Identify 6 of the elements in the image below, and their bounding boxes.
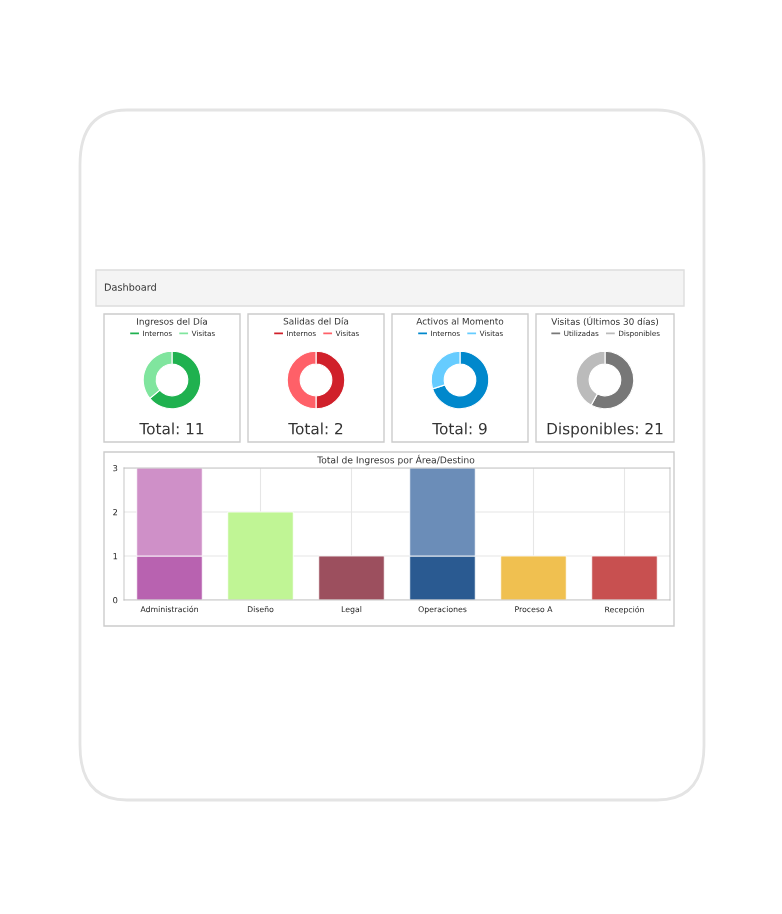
donut-slice: [149, 350, 202, 410]
bar: [500, 555, 567, 600]
bar: [318, 555, 385, 600]
bar: [227, 511, 294, 600]
donut-slice: [432, 350, 490, 410]
bar: [591, 555, 658, 600]
